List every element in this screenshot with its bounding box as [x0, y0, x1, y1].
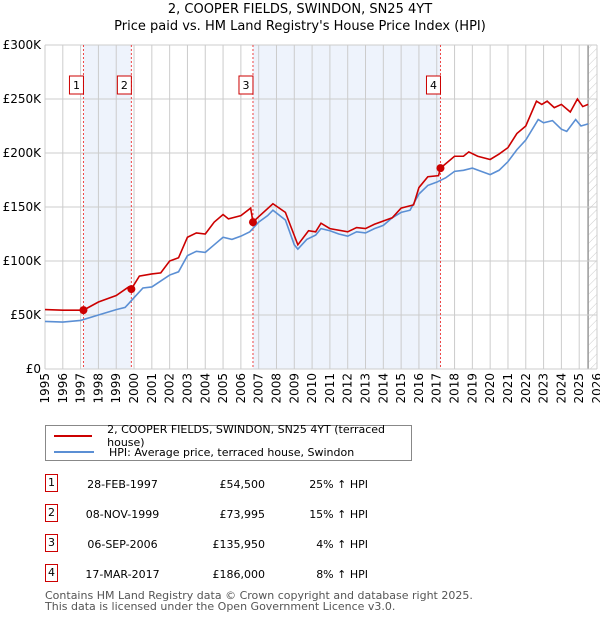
hpi-diff: 8% ↑ HPI: [316, 568, 368, 581]
x-tick-label: 2004: [198, 373, 212, 404]
x-tick-label: 2014: [376, 373, 390, 404]
x-tick-label: 2016: [412, 373, 426, 404]
x-tick-label: 1997: [74, 373, 88, 404]
table-row: 2 08-NOV-1999 £73,995 15% ↑ HPI: [0, 504, 600, 528]
price-chart: 1995 1996 1997 1998 1999 2000 2001 2002 2003 2004…: [3, 38, 600, 404]
sale-point: [248, 218, 257, 227]
x-tick-label: 1998: [91, 373, 105, 404]
sale-marker-number: 3: [45, 534, 58, 552]
x-tick-label: 2005: [216, 373, 230, 404]
x-tick-label: 2017: [430, 373, 444, 404]
x-tick-label: 2010: [305, 373, 319, 404]
property-price-line: [44, 97, 589, 311]
footer-licence: This data is licensed under the Open Gov…: [45, 600, 396, 613]
sale-point: [436, 164, 445, 173]
sale-date: 17-MAR-2017: [85, 568, 160, 581]
sale-label-box: [68, 75, 84, 95]
sale-price: £186,000: [212, 568, 266, 581]
legend-swatch-property: [54, 435, 93, 437]
sale-marker-number: 2: [45, 504, 58, 522]
y-tick-label: £250K: [3, 92, 43, 106]
table-row: 4 17-MAR-2017 £186,000 8% ↑ HPI: [0, 564, 600, 588]
chart-subtitle: Price paid vs. HM Land Registry's House …: [114, 19, 486, 34]
sale-label: 1: [73, 79, 80, 92]
x-tick-label: 2008: [269, 373, 283, 404]
x-tick-label: 2022: [519, 373, 533, 404]
legend-swatch-hpi: [54, 451, 94, 453]
legend: 2, COOPER FIELDS, SWINDON, SN25 4YT (ter…: [45, 423, 412, 461]
x-tick-label: 1995: [38, 373, 52, 404]
x-tick-label: 2013: [359, 373, 373, 404]
sale-date: 06-SEP-2006: [87, 538, 158, 551]
hpi-line: [44, 118, 589, 323]
x-tick-label: 2025: [572, 373, 586, 404]
sale-label: 3: [242, 79, 249, 92]
sale-date: 08-NOV-1999: [85, 508, 160, 521]
x-tick-label: 2007: [252, 373, 266, 404]
x-tick-label: 2012: [341, 373, 355, 404]
y-tick-label: £50K: [10, 308, 42, 322]
x-tick-label: 2009: [287, 373, 301, 404]
chart-title: 2, COOPER FIELDS, SWINDON, SN25 4YT: [167, 2, 433, 17]
x-tick-label: 2015: [394, 373, 408, 404]
sale-point: [127, 285, 136, 294]
sale-label-box: [425, 75, 441, 95]
sale-label: 4: [430, 79, 437, 92]
hpi-diff: 15% ↑ HPI: [309, 508, 368, 521]
x-tick-label: 2018: [448, 373, 462, 404]
y-tick-label: £300K: [3, 38, 43, 52]
sale-price: £73,995: [219, 508, 266, 521]
x-tick-label: 2003: [180, 373, 194, 404]
x-tick-label: 2020: [483, 373, 497, 404]
sale-point: [79, 306, 88, 315]
y-tick-label: £0: [26, 362, 41, 376]
sale-marker-number: 4: [45, 564, 58, 582]
y-tick-label: £200K: [3, 146, 43, 160]
hpi-diff: 4% ↑ HPI: [316, 538, 368, 551]
footer-copyright: Contains HM Land Registry data © Crown c…: [45, 589, 473, 602]
sale-marker-number: 1: [45, 474, 58, 492]
x-tick-label: 2024: [554, 373, 568, 404]
x-tick-label: 2011: [323, 373, 337, 404]
x-tick-label: 2019: [465, 373, 479, 404]
sale-label: 2: [121, 79, 128, 92]
y-tick-label: £100K: [3, 254, 43, 268]
legend-item-hpi: HPI: Average price, terraced house, Swin…: [54, 444, 354, 460]
sale-label-box: [238, 75, 254, 95]
y-tick-label: £150K: [3, 200, 43, 214]
sale-price: £135,950: [212, 538, 266, 551]
x-tick-label: 2023: [537, 373, 551, 404]
x-tick-label: 2000: [127, 373, 141, 404]
x-tick-label: 2026: [590, 373, 600, 404]
table-row: 1 28-FEB-1997 £54,500 25% ↑ HPI: [0, 474, 600, 498]
legend-label: HPI: Average price, terraced house, Swin…: [109, 445, 355, 459]
x-tick-label: 2021: [501, 373, 515, 404]
sale-date: 28-FEB-1997: [87, 478, 158, 491]
x-tick-label: 2006: [234, 373, 248, 404]
legend-item-property: 2, COOPER FIELDS, SWINDON, SN25 4YT (ter…: [54, 423, 411, 449]
x-tick-label: 2002: [163, 373, 177, 404]
x-tick-label: 2001: [145, 373, 159, 404]
sale-price: £54,500: [219, 478, 266, 491]
table-row: 3 06-SEP-2006 £135,950 4% ↑ HPI: [0, 534, 600, 558]
legend-label: 2, COOPER FIELDS, SWINDON, SN25 4YT (ter…: [107, 423, 386, 449]
x-tick-label: 1999: [109, 373, 123, 404]
sale-label-box: [116, 75, 132, 95]
hpi-diff: 25% ↑ HPI: [309, 478, 368, 491]
x-tick-label: 1996: [56, 373, 70, 404]
